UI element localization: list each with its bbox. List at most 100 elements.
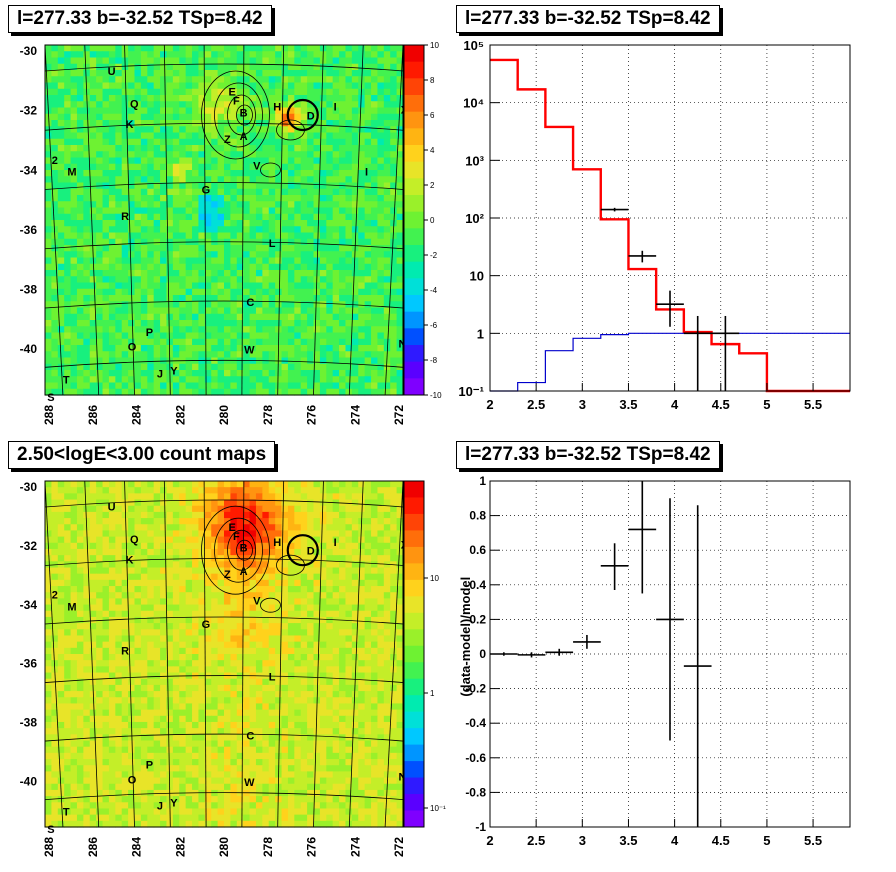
- map-pixel: [153, 251, 161, 259]
- map-pixel: [64, 536, 72, 544]
- map-pixel: [45, 276, 52, 284]
- map-pixel: [358, 251, 366, 259]
- map-pixel: [275, 616, 283, 624]
- map-pixel: [281, 151, 289, 159]
- map-pixel: [64, 313, 72, 321]
- map-pixel: [326, 487, 334, 494]
- map-pixel: [198, 288, 206, 296]
- map-pixel: [121, 382, 129, 390]
- map-pixel: [281, 592, 289, 599]
- map-pixel: [102, 301, 110, 309]
- map-pixel: [128, 76, 136, 84]
- map-pixel: [275, 251, 283, 259]
- map-pixel: [224, 288, 231, 296]
- map-pixel: [390, 647, 398, 655]
- map-pixel: [281, 201, 289, 209]
- map-pixel: [128, 598, 136, 606]
- map-pixel: [383, 598, 391, 606]
- map-pixel: [102, 288, 110, 296]
- map-pixel: [249, 107, 257, 115]
- map-pixel: [217, 276, 225, 284]
- map-pixel: [140, 530, 148, 538]
- map-pixel: [134, 113, 142, 121]
- map-pixel: [268, 88, 276, 96]
- map-pixel: [326, 555, 334, 562]
- map-pixel: [243, 567, 251, 575]
- map-pixel: [115, 654, 123, 661]
- map-pixel: [108, 251, 116, 259]
- map-pixel: [287, 598, 295, 606]
- map-pixel: [294, 145, 302, 152]
- map-pixel: [160, 518, 168, 525]
- map-pixel: [326, 604, 334, 612]
- map-pixel: [172, 163, 180, 171]
- map-pixel: [185, 487, 193, 494]
- map-pixel: [377, 481, 385, 488]
- map-pixel: [160, 57, 168, 65]
- map-pixel: [64, 307, 72, 315]
- source-label: Q: [130, 98, 139, 110]
- map-pixel: [121, 182, 129, 190]
- map-pixel: [307, 270, 315, 277]
- map-pixel: [70, 163, 78, 171]
- map-pixel: [262, 363, 270, 371]
- map-pixel: [396, 76, 404, 84]
- map-pixel: [281, 82, 289, 90]
- map-pixel: [166, 493, 174, 501]
- map-pixel: [390, 573, 398, 581]
- map-pixel: [294, 542, 302, 550]
- map-pixel: [192, 151, 200, 159]
- map-pixel: [345, 660, 353, 667]
- map-pixel: [230, 542, 238, 550]
- map-pixel: [102, 82, 110, 90]
- map-pixel: [70, 320, 78, 327]
- map-pixel: [83, 610, 91, 618]
- map-pixel: [255, 288, 263, 296]
- map-pixel: [383, 45, 391, 52]
- map-pixel: [57, 226, 65, 234]
- map-pixel: [268, 524, 276, 532]
- map-pixel: [364, 610, 372, 618]
- map-pixel: [140, 163, 148, 171]
- map-pixel: [358, 573, 366, 581]
- map-pixel: [185, 282, 193, 290]
- map-pixel: [255, 635, 263, 643]
- map-pixel: [57, 326, 65, 334]
- map-pixel: [224, 88, 231, 96]
- map-pixel: [217, 567, 225, 575]
- map-pixel: [268, 511, 276, 519]
- map-pixel: [134, 610, 142, 618]
- map-pixel: [121, 226, 129, 234]
- map-pixel: [294, 332, 302, 340]
- map-pixel: [192, 76, 200, 84]
- map-pixel: [243, 88, 251, 96]
- map-pixel: [70, 257, 78, 265]
- map-pixel: [160, 188, 168, 196]
- map-pixel: [76, 672, 84, 680]
- map-pixel: [364, 505, 372, 513]
- map-pixel: [45, 641, 52, 649]
- map-pixel: [243, 195, 251, 202]
- map-pixel: [255, 270, 263, 277]
- map-pixel: [377, 647, 385, 655]
- map-pixel: [128, 351, 136, 359]
- map-pixel: [236, 88, 244, 96]
- map-pixel: [147, 226, 155, 234]
- map-pixel: [198, 376, 206, 384]
- map-pixel: [179, 363, 187, 371]
- map-pixel: [294, 573, 302, 581]
- map-pixel: [70, 295, 78, 302]
- map-pixel: [262, 579, 270, 587]
- map-pixel: [140, 499, 148, 507]
- map-pixel: [108, 82, 116, 90]
- map-pixel: [255, 536, 263, 544]
- map-pixel: [396, 88, 404, 96]
- map-pixel: [307, 263, 315, 271]
- map-pixel: [230, 295, 238, 302]
- map-pixel: [70, 182, 78, 190]
- map-pixel: [390, 157, 398, 165]
- map-pixel: [198, 232, 206, 240]
- map-pixel: [255, 313, 263, 321]
- map-pixel: [179, 182, 187, 190]
- map-pixel: [198, 647, 206, 655]
